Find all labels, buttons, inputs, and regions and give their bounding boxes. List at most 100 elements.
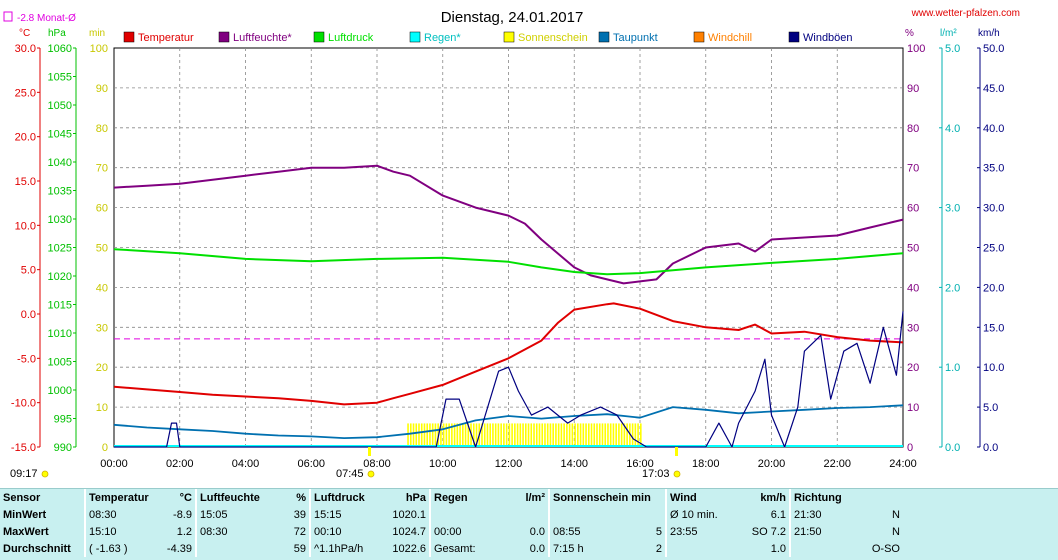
s-val: 2 xyxy=(655,542,662,555)
sunset-tick xyxy=(675,447,678,456)
r-time xyxy=(429,506,497,523)
d-time: 21:30 xyxy=(789,506,857,523)
plot-area xyxy=(113,164,904,448)
sunshine-bar xyxy=(445,423,448,447)
t-time: ( -1.63 ) xyxy=(84,540,154,557)
tick-label-time: 04:00 xyxy=(232,458,260,470)
unit-min: min xyxy=(89,28,105,39)
sunshine-bar xyxy=(620,423,623,447)
sunshine-bar xyxy=(462,423,464,447)
p-time: 15:15 xyxy=(309,506,379,523)
series-line-temperatur xyxy=(113,302,904,406)
s-val xyxy=(636,506,666,523)
sunshine-bar xyxy=(434,423,437,447)
tick-label-temperature: 5.0 xyxy=(21,265,36,277)
sunshine-bar xyxy=(607,423,609,447)
chart-title: Dienstag, 24.01.2017 xyxy=(441,9,584,26)
sunshine-bar xyxy=(475,423,478,447)
time-markers: 09:17 07:45 17:03 xyxy=(10,447,681,480)
tick-label-pressure: 1035 xyxy=(48,186,72,198)
t-time: 08:30 xyxy=(84,506,154,523)
p-val: 1022.6 xyxy=(392,542,426,555)
tick-label-time: 00:00 xyxy=(100,458,128,470)
sunshine-bar xyxy=(483,423,486,447)
sunshine-bar xyxy=(579,423,582,447)
p-val: 1024.7 xyxy=(392,525,426,538)
sunrise-icon xyxy=(367,470,375,478)
sunshine-bar xyxy=(637,423,639,447)
tick-label-wind: 0.0 xyxy=(983,442,998,454)
sunshine-bar xyxy=(423,423,426,447)
sunshine-bar xyxy=(549,423,552,447)
tick-label-time: 08:00 xyxy=(363,458,391,470)
sunshine-bar xyxy=(552,423,554,447)
tick-label-temperature: -5.0 xyxy=(17,353,36,365)
sunshine-bar xyxy=(420,423,423,447)
sunshine-bar xyxy=(535,423,538,447)
sunshine-bar xyxy=(440,423,442,447)
site-url: www.wetter-pfalzen.com xyxy=(911,8,1020,19)
legend-swatch xyxy=(123,31,135,43)
tick-label-humidity: 50 xyxy=(907,243,919,255)
sunshine-bar xyxy=(631,423,634,447)
s-val: 5 xyxy=(655,525,662,538)
sunshine-bar xyxy=(489,423,491,447)
tick-label-rain: 0.0 xyxy=(945,442,960,454)
tick-label-rain: 3.0 xyxy=(945,203,960,215)
r-time: 00:00 xyxy=(429,523,497,540)
statistics-panel: Sensor Temperatur °C Luftfeuchte % Luftd… xyxy=(0,488,1058,560)
tick-label-rain: 4.0 xyxy=(945,123,960,135)
d-val: N xyxy=(892,525,900,538)
sunshine-bar xyxy=(538,423,541,447)
sunshine-bar xyxy=(412,423,415,447)
h-time: 15:05 xyxy=(195,506,273,523)
stats-row-max: MaxWert 15:10 1.2 08:30 72 00:10 1024.7 … xyxy=(0,523,903,540)
tick-label-sunshine: 40 xyxy=(96,282,108,294)
tick-label-pressure: 1025 xyxy=(48,243,72,255)
tick-label-temperature: 30.0 xyxy=(15,43,36,55)
sunshine-bar xyxy=(546,423,549,447)
sunshine-bar xyxy=(566,423,568,447)
tick-label-humidity: 100 xyxy=(907,43,925,55)
sunshine-bar xyxy=(527,423,530,447)
sunrise-tick xyxy=(368,447,371,456)
h-time xyxy=(195,540,273,557)
tick-label-pressure: 990 xyxy=(54,442,72,454)
tick-label-sunshine: 0 xyxy=(102,442,108,454)
sunshine-bar xyxy=(615,423,617,447)
tick-label-humidity: 70 xyxy=(907,163,919,175)
tick-label-wind: 50.0 xyxy=(983,43,1004,55)
sunshine-bar xyxy=(574,423,576,447)
axes: 30.0 25.0 20.0 15.0 10.0 5.0 0.0 -5.0 -10.0 -15.0… xyxy=(11,43,1005,470)
legend-label: Taupunkt xyxy=(613,32,658,44)
row-label: MaxWert xyxy=(3,525,49,538)
sunshine-bar xyxy=(492,423,494,447)
legend-swatch xyxy=(313,31,325,43)
sunshine-bar xyxy=(451,423,453,447)
tick-label-wind: 5.0 xyxy=(983,402,998,414)
h-time: 08:30 xyxy=(195,523,273,540)
tick-label-pressure: 1010 xyxy=(48,328,72,340)
tick-label-wind: 35.0 xyxy=(983,163,1004,175)
series-line-luftfeuchte xyxy=(113,164,904,285)
stats-header-row: Sensor Temperatur °C Luftfeuchte % Luftd… xyxy=(0,489,903,506)
tick-label-time: 16:00 xyxy=(626,458,654,470)
sunshine-bar xyxy=(560,423,563,447)
t-val: -8.9 xyxy=(173,508,192,521)
sunshine-bar xyxy=(519,423,522,447)
tick-label-pressure: 1000 xyxy=(48,385,72,397)
sunshine-bar xyxy=(618,423,620,447)
sunshine-bar xyxy=(629,423,631,447)
legend-swatch xyxy=(503,31,515,43)
sunshine-bar xyxy=(500,423,502,447)
tick-label-humidity: 20 xyxy=(907,362,919,374)
sunset-label: 17:03 xyxy=(642,468,670,480)
tick-label-sunshine: 60 xyxy=(96,203,108,215)
hdr-humidity: Luftfeuchte xyxy=(195,489,273,506)
tick-label-sunshine: 50 xyxy=(96,243,108,255)
tick-label-sunshine: 10 xyxy=(96,402,108,414)
p-time: ^1.1hPa/h xyxy=(309,540,379,557)
hdr-wind-unit: km/h xyxy=(760,491,786,504)
legend-swatch xyxy=(409,31,421,43)
sunshine-bar xyxy=(522,423,524,447)
